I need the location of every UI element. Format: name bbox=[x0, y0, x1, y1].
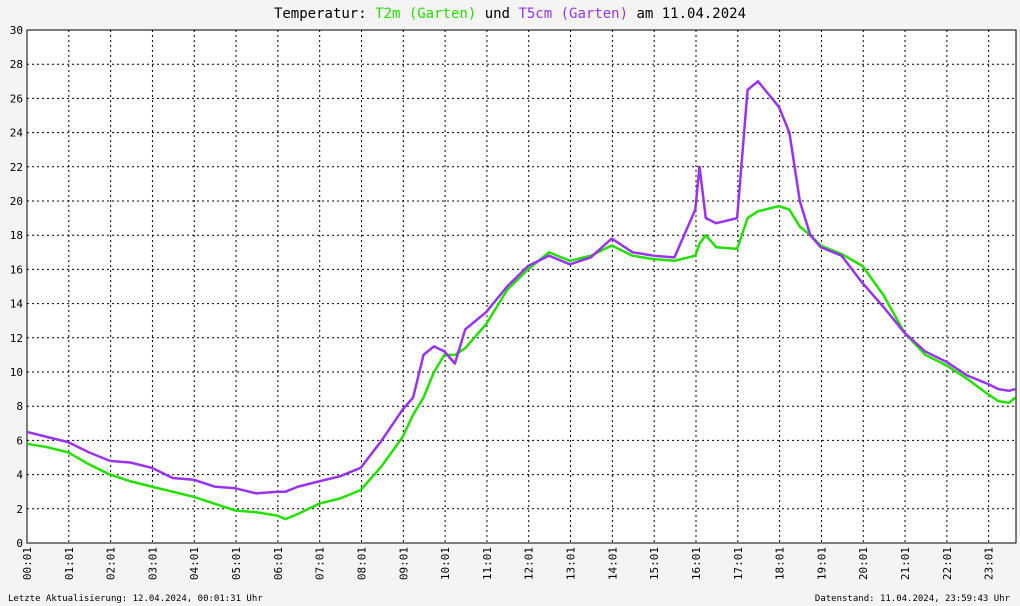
y-tick-label: 4 bbox=[16, 469, 23, 482]
y-tick-label: 24 bbox=[10, 127, 24, 140]
title-suffix: am 11.04.2024 bbox=[636, 6, 746, 22]
x-tick-label: 09:01 bbox=[397, 547, 410, 580]
x-tick-label: 14:01 bbox=[606, 547, 619, 580]
title-series: T5cm (Garten) bbox=[518, 6, 628, 22]
y-tick-label: 20 bbox=[10, 195, 23, 208]
y-tick-label: 8 bbox=[16, 400, 23, 413]
title-series: T2m (Garten) bbox=[375, 6, 476, 22]
x-tick-label: 01:01 bbox=[63, 547, 76, 580]
y-tick-label: 30 bbox=[10, 24, 23, 37]
x-tick-label: 11:01 bbox=[481, 547, 494, 580]
y-tick-label: 14 bbox=[10, 298, 24, 311]
y-tick-label: 12 bbox=[10, 332, 23, 345]
x-tick-label: 03:01 bbox=[146, 547, 159, 580]
x-tick-label: 15:01 bbox=[648, 547, 661, 580]
x-tick-label: 07:01 bbox=[314, 547, 327, 580]
title-prefix: Temperatur: bbox=[274, 6, 367, 22]
x-tick-label: 22:01 bbox=[941, 547, 954, 580]
y-tick-label: 28 bbox=[10, 58, 23, 71]
x-tick-label: 21:01 bbox=[899, 547, 912, 580]
y-tick-label: 18 bbox=[10, 229, 23, 242]
footer-right: Datenstand: 11.04.2024, 23:59:43 Uhr bbox=[815, 594, 1011, 604]
title-conjunction: und bbox=[485, 6, 510, 22]
chart-title: Temperatur: T2m (Garten) und T5cm (Garte… bbox=[274, 6, 746, 22]
x-tick-label: 18:01 bbox=[774, 547, 787, 580]
x-tick-label: 13:01 bbox=[565, 547, 578, 580]
y-tick-label: 2 bbox=[16, 503, 23, 516]
y-tick-label: 22 bbox=[10, 161, 23, 174]
x-tick-label: 04:01 bbox=[188, 547, 201, 580]
x-tick-label: 05:01 bbox=[230, 547, 243, 580]
x-tick-label: 23:01 bbox=[983, 547, 996, 580]
x-tick-label: 08:01 bbox=[355, 547, 368, 580]
x-tick-label: 20:01 bbox=[857, 547, 870, 580]
y-tick-label: 10 bbox=[10, 366, 23, 379]
series-line bbox=[26, 80, 1016, 495]
x-tick-label: 00:01 bbox=[21, 547, 34, 580]
footer-left: Letzte Aktualisierung: 12.04.2024, 00:01… bbox=[8, 594, 263, 604]
x-tick-label: 19:01 bbox=[815, 547, 828, 580]
y-tick-label: 0 bbox=[16, 537, 23, 550]
x-tick-label: 10:01 bbox=[439, 547, 452, 580]
plot-area bbox=[26, 29, 1017, 544]
y-tick-label: 16 bbox=[10, 263, 23, 276]
x-tick-label: 17:01 bbox=[732, 547, 745, 580]
x-tick-label: 02:01 bbox=[105, 547, 118, 580]
x-tick-label: 12:01 bbox=[523, 547, 536, 580]
x-tick-label: 06:01 bbox=[272, 547, 285, 580]
series-line bbox=[26, 204, 1016, 521]
y-tick-label: 26 bbox=[10, 92, 23, 105]
y-tick-label: 6 bbox=[16, 434, 23, 447]
x-tick-label: 16:01 bbox=[690, 547, 703, 580]
